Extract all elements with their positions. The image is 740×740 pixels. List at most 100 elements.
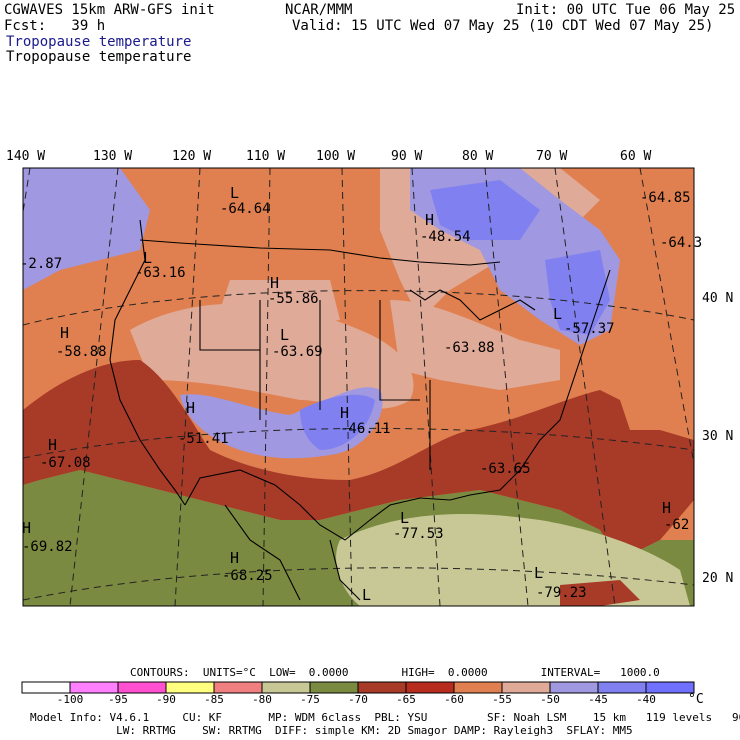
forecast-hour: Fcst: 39 h [4, 18, 106, 34]
mexico-outline [224, 504, 361, 601]
high-marker: H [22, 519, 31, 537]
high-marker: H [425, 211, 434, 229]
meridian [341, 168, 353, 606]
canada-border [139, 239, 501, 266]
graticule [23, 168, 694, 606]
colorbar-tick-label: -60 [444, 693, 464, 706]
low-marker: L [534, 564, 543, 582]
extrema-labels: L -64.64 H -48.54 -64.85 -64.3 -2.87 L -… [20, 184, 702, 604]
colorbar-swatch [597, 681, 647, 694]
low-marker: L [362, 586, 371, 604]
low-marker: L [230, 184, 239, 202]
meridian [69, 168, 119, 606]
parallel-20n [23, 567, 694, 601]
us-southern-eastern-coast [184, 269, 611, 541]
colorbar: -100 -95 -90 -85 -80 -75 -70 -65 -60 -55 -50 -45 -40 [21, 681, 695, 706]
meridian [411, 168, 441, 606]
model-info-line1: Model Info: V4.6.1 CU: KF MP: WDM 6class… [30, 711, 740, 724]
colorbar-tick-label: -50 [540, 693, 560, 706]
colorbar-swatch [165, 681, 215, 694]
state-lines [199, 300, 431, 470]
extremum-value: -51.41 [178, 431, 229, 447]
temperature-field [23, 168, 694, 606]
low-marker: L [553, 305, 562, 323]
init-time: Init: 00 UTC Tue 06 May 25 [516, 2, 736, 18]
map-grid [23, 168, 694, 606]
lat-label: 20 N [702, 571, 733, 586]
lon-label: 90 W [391, 149, 422, 164]
low-marker: L [143, 249, 152, 267]
lon-label: 130 W [93, 149, 132, 164]
field-pale-central [130, 303, 414, 409]
lon-label: 70 W [536, 149, 567, 164]
colorbar-swatch [21, 681, 71, 694]
colorbar-tick-label: -55 [492, 693, 512, 706]
extremum-value: -63.65 [480, 461, 531, 477]
extremum-value: -2.87 [20, 256, 62, 272]
field-blue-texas [300, 394, 375, 450]
low-marker: L [400, 509, 409, 527]
field-blue-maine [545, 250, 610, 335]
colorbar-tick-label: -85 [204, 693, 224, 706]
colorbar-tick-label: -70 [348, 693, 368, 706]
colorbar-tick-label: -75 [300, 693, 320, 706]
colorbar-swatch [213, 681, 263, 694]
extremum-value: -64.3 [660, 235, 702, 251]
meridian [639, 168, 694, 467]
lon-label: 80 W [462, 149, 493, 164]
field-red-band [23, 360, 694, 560]
colorbar-swatch [549, 681, 599, 694]
lon-label: 140 W [6, 149, 45, 164]
parallel-30n [23, 427, 694, 459]
extremum-value: -58.88 [56, 344, 107, 360]
variable-title-blue: Tropopause temperature [6, 34, 192, 50]
high-marker: H [48, 436, 57, 454]
high-marker: H [186, 399, 195, 417]
map-frame [22, 167, 695, 607]
meridian [174, 168, 201, 606]
colorbar-swatch [69, 681, 119, 694]
colorbar-swatch [357, 681, 407, 694]
high-marker: H [270, 274, 279, 292]
extremum-value: -63.88 [444, 340, 495, 356]
meridian [262, 168, 271, 606]
lat-label: 30 N [702, 429, 733, 444]
high-marker: H [662, 499, 671, 517]
lon-label: 60 W [620, 149, 651, 164]
lon-label: 110 W [246, 149, 285, 164]
colorbar-swatch [645, 681, 695, 694]
extremum-value: -46.11 [340, 421, 391, 437]
extremum-value: -68.25 [222, 568, 273, 584]
colorbar-tick-label: -45 [588, 693, 608, 706]
colorbar-swatch [405, 681, 455, 694]
model-title: CGWAVES 15km ARW-GFS init [4, 2, 215, 18]
field-pale-east [390, 300, 560, 390]
contour-info: CONTOURS: UNITS=°C LOW= 0.0000 HIGH= 0.0… [130, 666, 660, 679]
extremum-value: -67.08 [40, 455, 91, 471]
extremum-value: -63.16 [135, 265, 186, 281]
longitude-labels: 140 W 130 W 120 W 110 W 100 W 90 W 80 W … [6, 149, 651, 164]
colorbar-tick-label: -80 [252, 693, 272, 706]
colorbar-unit: °C [688, 692, 704, 707]
field-red-caribbean [560, 580, 640, 606]
variable-title: Tropopause temperature [6, 49, 192, 65]
lon-label: 100 W [316, 149, 355, 164]
extremum-value: -62 [664, 517, 689, 533]
colorbar-tick-label: -65 [396, 693, 416, 706]
colorbar-tick-label: -40 [636, 693, 656, 706]
high-marker: H [340, 404, 349, 422]
meridian [554, 168, 616, 606]
low-marker: L [280, 326, 289, 344]
colorbar-tick-label: -100 [57, 693, 84, 706]
organization: NCAR/MMM [285, 2, 353, 18]
extremum-value: -55.86 [268, 291, 319, 307]
colorbar-swatch [117, 681, 167, 694]
field-blue-ne [430, 180, 540, 240]
great-lakes [409, 289, 536, 321]
lon-label: 120 W [172, 149, 211, 164]
latitude-labels: 40 N 30 N 20 N [702, 291, 733, 586]
colorbar-tick-label: -95 [108, 693, 128, 706]
parallel-40n [23, 290, 694, 326]
colorbar-swatch [453, 681, 503, 694]
